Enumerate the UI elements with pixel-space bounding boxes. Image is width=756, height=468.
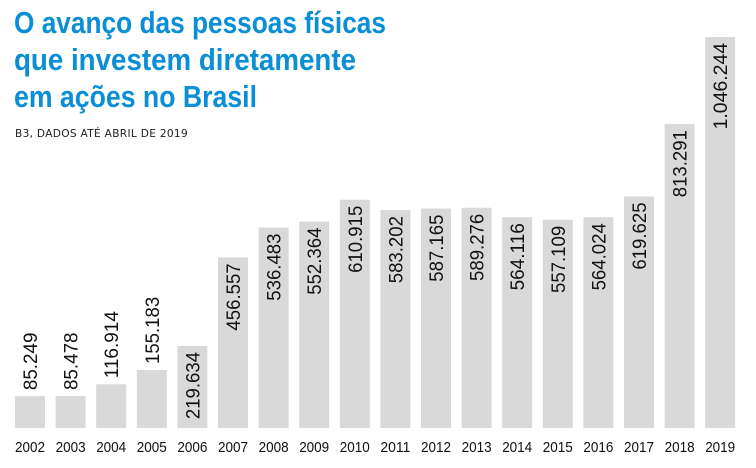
data-label-2015: 557.109 bbox=[549, 226, 570, 293]
bar-2017 bbox=[624, 196, 654, 428]
x-tick-label-2018: 2018 bbox=[665, 439, 695, 456]
data-label-2011: 583.202 bbox=[386, 216, 407, 283]
data-label-2003: 85.478 bbox=[62, 332, 83, 390]
bar-2011 bbox=[380, 210, 411, 428]
bar-2013 bbox=[461, 207, 492, 428]
data-label-2019: 1.046.244 bbox=[711, 43, 732, 130]
data-label-2012: 587.165 bbox=[427, 215, 448, 282]
x-tick-label-2015: 2015 bbox=[543, 439, 573, 456]
x-tick-label-2007: 2007 bbox=[218, 439, 248, 456]
data-label-2016: 564.024 bbox=[589, 223, 610, 291]
x-tick-label-2004: 2004 bbox=[96, 439, 126, 456]
bar-2008 bbox=[258, 227, 289, 428]
data-label-2014: 564.116 bbox=[508, 223, 529, 290]
title-line-2: que investem diretamente bbox=[14, 42, 356, 77]
data-label-2013: 589.276 bbox=[468, 214, 489, 281]
x-tick-label-2014: 2014 bbox=[502, 439, 532, 456]
bar-2015 bbox=[542, 219, 573, 428]
bars: 85.249 2002 85.478 2003 116.914 2004 155.183 20… bbox=[15, 37, 736, 456]
x-tick-label-2003: 2003 bbox=[56, 439, 86, 456]
x-tick-label-2013: 2013 bbox=[462, 439, 492, 456]
x-tick-label-2002: 2002 bbox=[15, 439, 45, 456]
bar-2002 bbox=[15, 396, 45, 428]
x-tick-label-2008: 2008 bbox=[259, 439, 289, 456]
x-tick-label-2016: 2016 bbox=[583, 439, 613, 456]
x-tick-label-2017: 2017 bbox=[624, 439, 654, 456]
title-line-3: em ações no Brasil bbox=[14, 79, 257, 114]
x-tick-label-2012: 2012 bbox=[421, 439, 451, 456]
x-tick-label-2005: 2005 bbox=[137, 439, 167, 456]
bar-2012 bbox=[421, 208, 451, 428]
chart-subtitle: B3, DADOS ATÉ ABRIL DE 2019 bbox=[15, 127, 188, 140]
data-label-2017: 619.625 bbox=[630, 202, 651, 269]
bar-2005 bbox=[136, 370, 167, 428]
bar-2004 bbox=[96, 384, 127, 428]
data-label-2002: 85.249 bbox=[21, 333, 42, 391]
data-label-2010: 610.915 bbox=[346, 206, 367, 273]
bar-2018 bbox=[664, 124, 695, 428]
data-label-2008: 536.483 bbox=[265, 234, 286, 301]
x-tick-label-2009: 2009 bbox=[299, 439, 329, 456]
bar-2019 bbox=[705, 37, 736, 428]
x-tick-label-2011: 2011 bbox=[380, 439, 410, 456]
x-tick-label-2019: 2019 bbox=[705, 439, 735, 456]
data-label-2004: 116.914 bbox=[102, 311, 123, 379]
data-label-2005: 155.183 bbox=[143, 297, 164, 364]
x-tick-label-2010: 2010 bbox=[340, 439, 370, 456]
bar-2007 bbox=[218, 257, 248, 428]
data-label-2009: 552.364 bbox=[305, 227, 326, 295]
x-tick-label-2006: 2006 bbox=[177, 439, 207, 456]
bar-2006 bbox=[177, 345, 208, 428]
bar-2016 bbox=[583, 217, 614, 428]
title-line-1: O avanço das pessoas físicas bbox=[14, 5, 386, 40]
data-label-2006: 219.634 bbox=[183, 352, 204, 420]
bar-2003 bbox=[55, 396, 86, 428]
bar-2010 bbox=[339, 199, 370, 428]
data-label-2018: 813.291 bbox=[671, 130, 692, 197]
bar-2014 bbox=[502, 217, 533, 428]
bar-2009 bbox=[299, 221, 330, 428]
chart-title: O avanço das pessoas físicas que investe… bbox=[14, 5, 386, 114]
data-label-2007: 456.557 bbox=[224, 263, 245, 330]
